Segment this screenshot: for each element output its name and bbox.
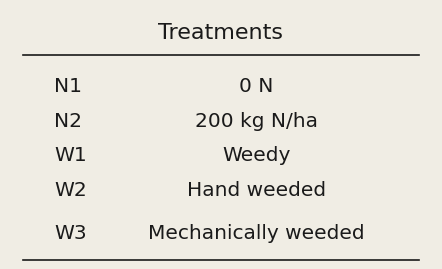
Text: 0 N: 0 N: [239, 77, 273, 96]
Text: N1: N1: [54, 77, 82, 96]
Text: W2: W2: [54, 181, 87, 200]
Text: W3: W3: [54, 224, 87, 242]
Text: Weedy: Weedy: [222, 146, 290, 165]
Text: W1: W1: [54, 146, 87, 165]
Text: Hand weeded: Hand weeded: [187, 181, 326, 200]
Text: Treatments: Treatments: [159, 23, 283, 43]
Text: Mechanically weeded: Mechanically weeded: [148, 224, 365, 242]
Text: N2: N2: [54, 112, 82, 131]
Text: 200 kg N/ha: 200 kg N/ha: [194, 112, 318, 131]
